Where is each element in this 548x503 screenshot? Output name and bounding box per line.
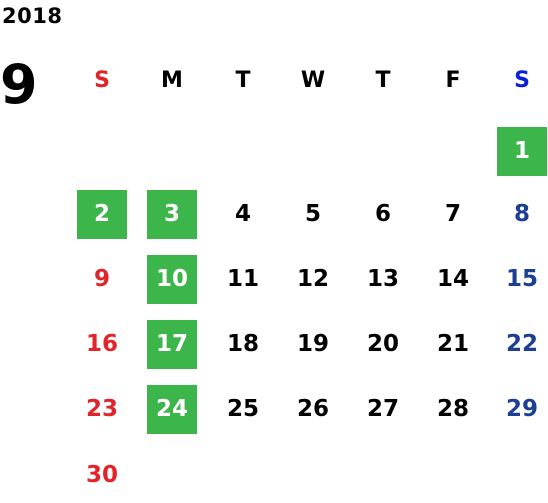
calendar-day[interactable]: 12 <box>296 266 329 292</box>
calendar-day[interactable]: 6 <box>374 201 391 227</box>
calendar-year: 2018 <box>2 4 63 28</box>
calendar-day[interactable]: 26 <box>296 396 329 422</box>
calendar-day[interactable]: 28 <box>436 396 469 422</box>
calendar-month: 9 <box>0 53 38 116</box>
calendar-day-highlighted[interactable]: 1 <box>497 127 547 176</box>
weekday-header-monday: M <box>161 68 183 93</box>
calendar-day[interactable]: 14 <box>436 266 469 292</box>
calendar-day[interactable]: 13 <box>366 266 399 292</box>
weekday-header-thursday: T <box>375 68 391 93</box>
weekday-header-wednesday: W <box>300 68 326 93</box>
calendar-day[interactable]: 5 <box>304 201 321 227</box>
weekday-header-friday: F <box>445 68 461 93</box>
calendar-day[interactable]: 11 <box>226 266 259 292</box>
calendar-day[interactable]: 30 <box>85 462 118 488</box>
calendar-day[interactable]: 27 <box>366 396 399 422</box>
calendar-day[interactable]: 16 <box>85 331 118 357</box>
calendar-day[interactable]: 25 <box>226 396 259 422</box>
calendar-day-highlighted[interactable]: 10 <box>147 255 197 304</box>
calendar-day-highlighted[interactable]: 3 <box>147 190 197 239</box>
calendar-day[interactable]: 18 <box>226 331 259 357</box>
weekday-header-tuesday: T <box>235 68 251 93</box>
calendar-day[interactable]: 19 <box>296 331 329 357</box>
calendar-day-highlighted[interactable]: 24 <box>147 385 197 434</box>
weekday-header-sunday: S <box>94 68 110 93</box>
calendar-day-highlighted[interactable]: 2 <box>77 190 127 239</box>
weekday-header-saturday: S <box>514 68 530 93</box>
calendar-day-highlighted[interactable]: 17 <box>147 320 197 369</box>
calendar-day[interactable]: 15 <box>505 266 538 292</box>
calendar-day[interactable]: 23 <box>85 396 118 422</box>
calendar-day[interactable]: 9 <box>93 266 110 292</box>
calendar-day[interactable]: 7 <box>444 201 461 227</box>
calendar-day[interactable]: 4 <box>234 201 251 227</box>
calendar-day[interactable]: 8 <box>513 201 530 227</box>
calendar-day[interactable]: 21 <box>436 331 469 357</box>
calendar-day[interactable]: 29 <box>505 396 538 422</box>
calendar-day[interactable]: 22 <box>505 331 538 357</box>
calendar-day[interactable]: 20 <box>366 331 399 357</box>
